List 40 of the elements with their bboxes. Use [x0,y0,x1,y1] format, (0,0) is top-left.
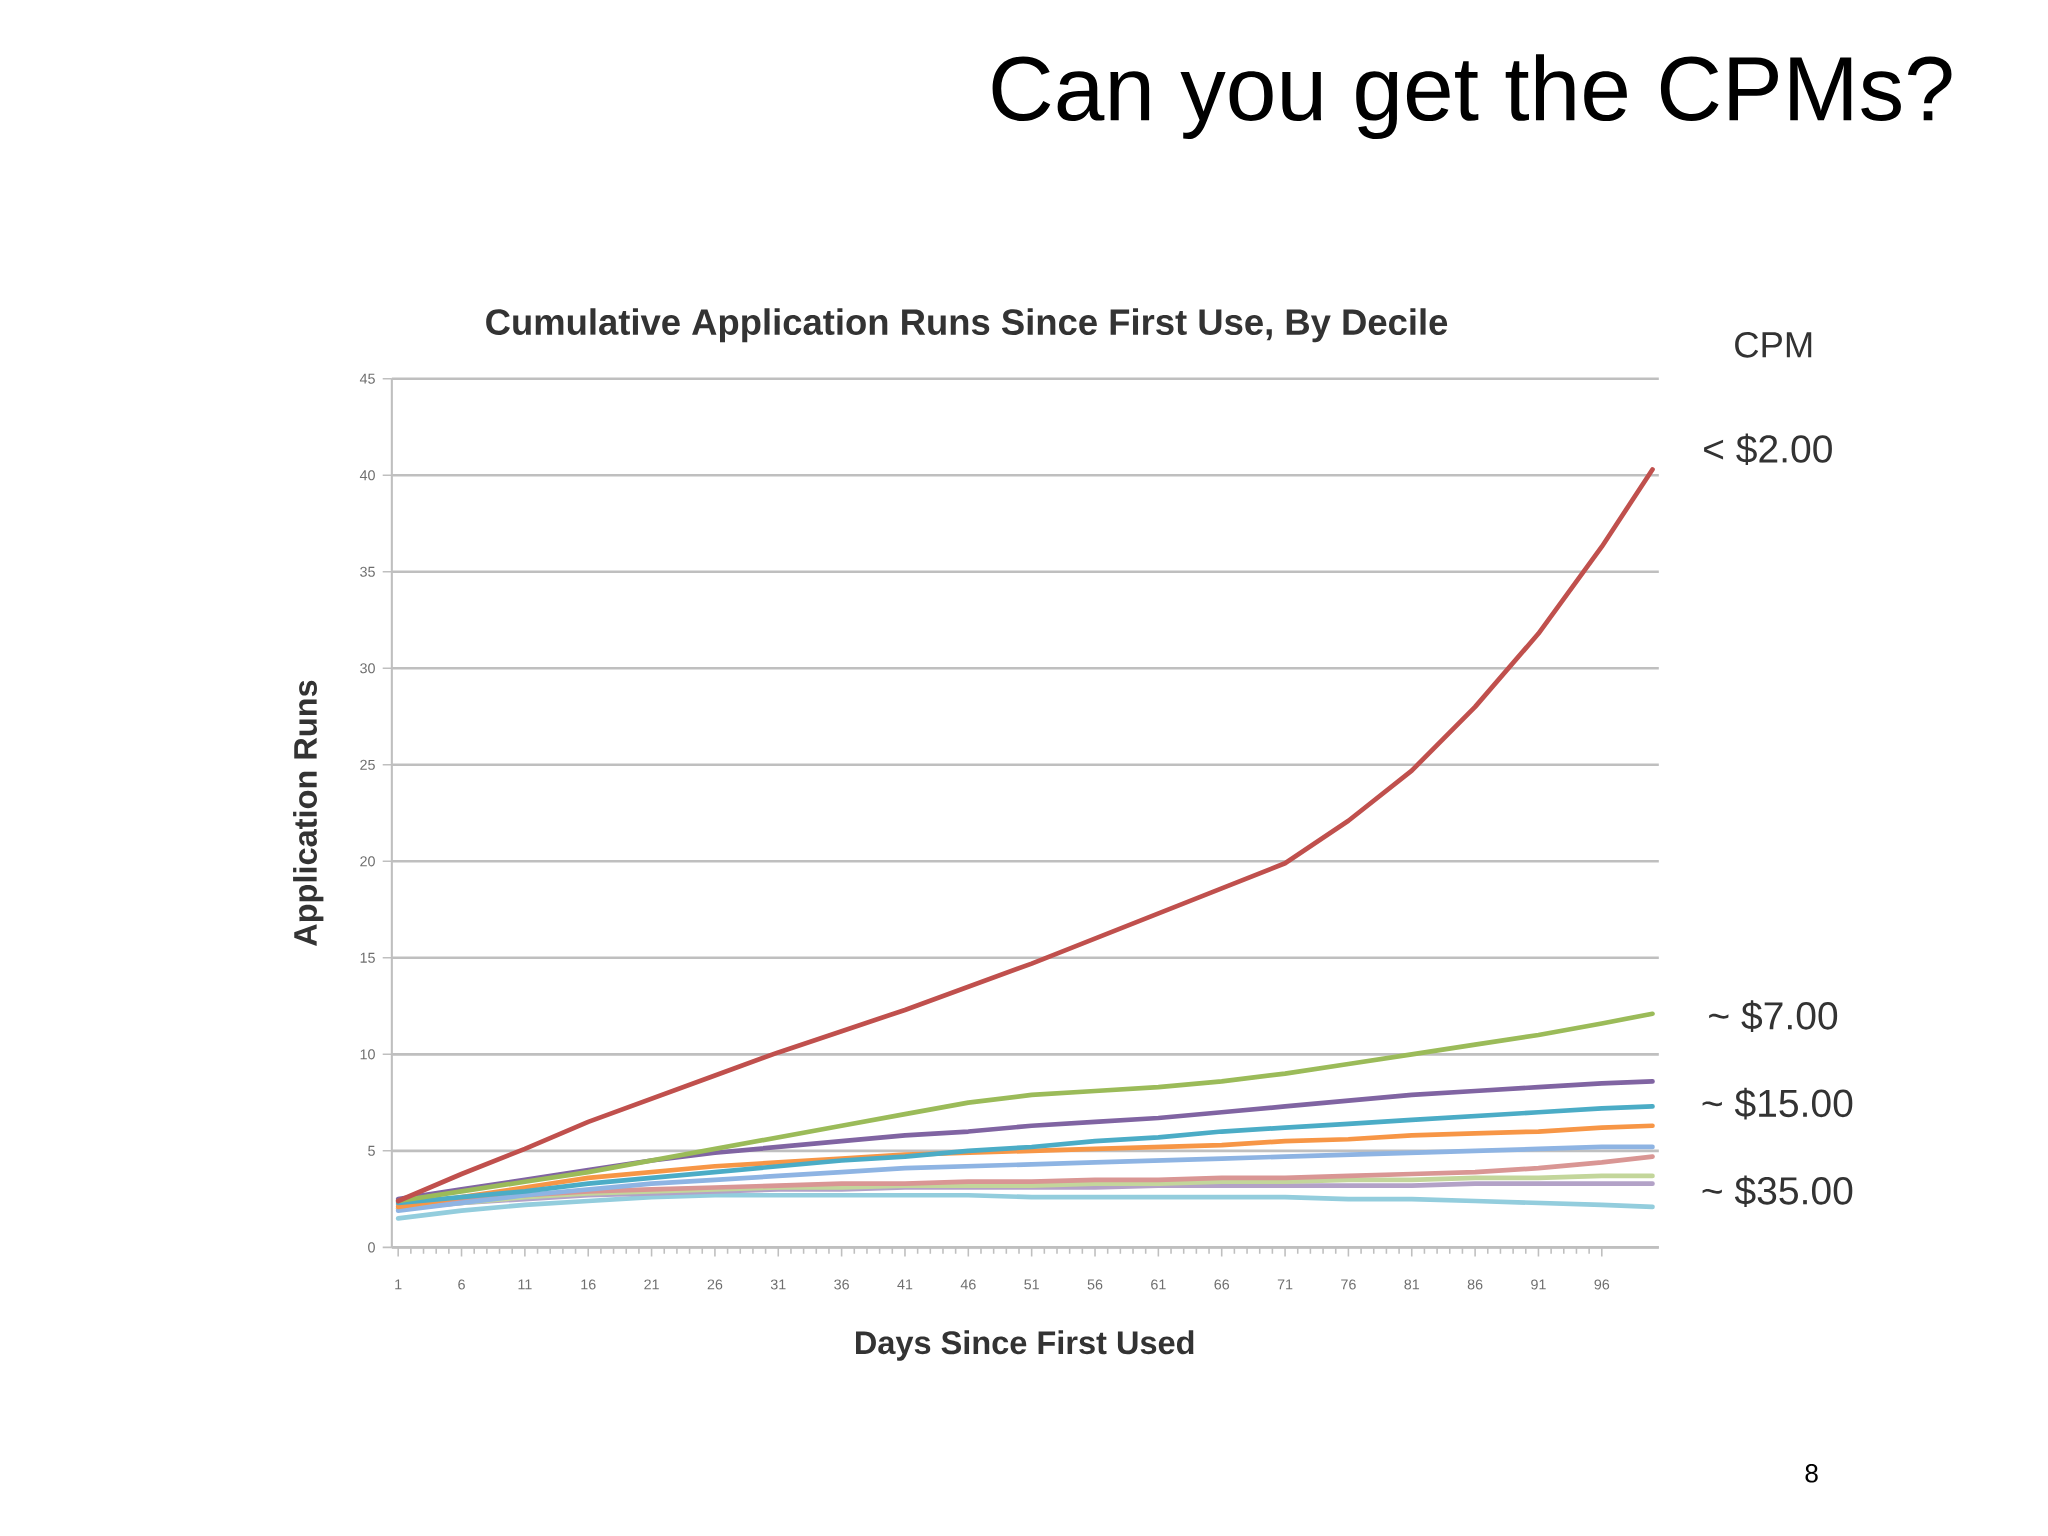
x-tick-label: 31 [770,1279,786,1290]
x-tick-label: 66 [1214,1279,1230,1290]
y-tick-label: 0 [368,1242,375,1253]
y-tick-label: 5 [368,1145,375,1156]
x-tick-label: 76 [1341,1279,1356,1290]
chart-title: Can you get the CPMs? [992,54,1952,140]
y-tick-label: 30 [360,663,375,674]
y-tick-label: 10 [360,1049,375,1060]
y-tick-label: 35 [360,566,375,577]
x-tick-label: 21 [644,1279,659,1290]
text: ~ $35.00 [1702,1175,1853,1207]
x-tick-label: 11 [518,1279,532,1290]
x-tick-label: 71 [1277,1279,1293,1290]
chart-subtitle: Cumulative Application Runs Since First Use, By Decile [486,308,1448,343]
x-tick-label: 56 [1087,1279,1103,1290]
y-tick-label: 15 [360,952,375,963]
y-axis-title: Application Runs [293,680,324,946]
x-tick-label: 96 [1594,1279,1610,1290]
x-tick-label: 36 [834,1279,849,1290]
x-tick-label: 86 [1467,1279,1483,1290]
x-tick-label: 46 [960,1279,976,1290]
x-axis-title: Days Since First Used [856,1330,1194,1361]
text: ~ $15.00 [1702,1087,1853,1120]
x-tick-label: 16 [581,1279,596,1290]
text: CPM [1735,331,1812,358]
text: ~ $7.00 [1709,1000,1838,1032]
x-tick-label: 6 [458,1279,465,1290]
x-tick-label: 91 [1531,1279,1546,1290]
y-tick-label: 45 [359,373,375,384]
text: < $2.00 [1704,433,1832,466]
x-tick-label: 51 [1024,1279,1039,1290]
x-tick-label: 26 [707,1279,723,1290]
x-tick-label: 81 [1404,1279,1420,1290]
text: 8 [1805,1464,1818,1483]
x-tick-label: 61 [1151,1279,1166,1290]
y-tick-label: 25 [360,759,375,770]
y-tick-label: 40 [359,470,375,481]
x-tick-label: 1 [395,1279,402,1290]
x-tick-label: 41 [897,1279,913,1290]
y-tick-label: 20 [360,856,375,867]
